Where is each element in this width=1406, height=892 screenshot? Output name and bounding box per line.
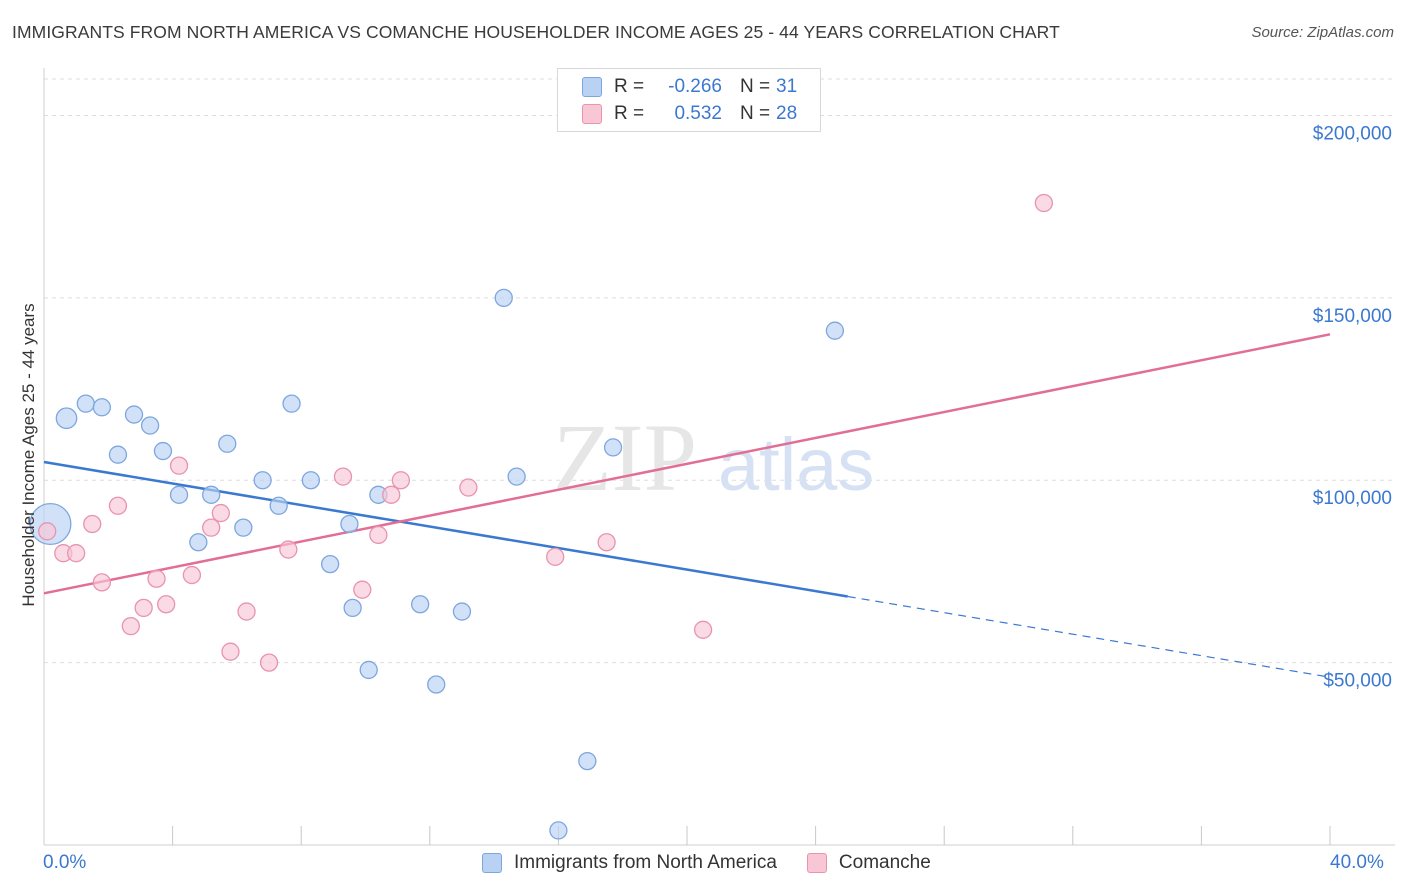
point-pink	[546, 547, 565, 566]
point-blue	[549, 821, 568, 840]
y-axis-label: Householder Income Ages 25 - 44 years	[19, 303, 38, 606]
y-tick-label: $100,000	[1313, 488, 1392, 509]
series-swatch-blue	[482, 853, 502, 873]
series-legend: Immigrants from North America Comanche	[482, 852, 961, 874]
trend-line-pink	[43, 333, 1331, 595]
point-blue	[218, 434, 237, 453]
point-blue	[320, 554, 340, 574]
point-pink	[67, 544, 86, 563]
series-legend-item-pink: Comanche	[806, 852, 931, 874]
point-blue	[301, 471, 320, 490]
y-tick-labels: $50,000 $100,000 $150,000 $200,000	[1313, 123, 1392, 691]
point-pink	[597, 533, 616, 552]
correlation-legend: R = -0.266 N = 31 R = 0.532 N = 28	[557, 68, 821, 132]
point-pink	[353, 580, 372, 599]
legend-row-pink: R = 0.532 N = 28	[582, 102, 797, 126]
point-blue	[411, 595, 430, 614]
point-blue	[253, 471, 272, 490]
watermark-atlas: atlas	[718, 423, 874, 506]
point-blue	[343, 598, 362, 618]
trend-line-blue	[43, 460, 848, 598]
legend-n-label: N =	[740, 76, 771, 97]
point-blue	[282, 394, 301, 413]
point-pink	[108, 496, 128, 515]
point-blue	[189, 533, 208, 552]
series-swatch-pink	[806, 853, 827, 873]
legend-swatch-pink	[582, 104, 602, 124]
point-blue	[124, 405, 144, 424]
points-layer	[29, 193, 1054, 840]
point-blue	[578, 751, 597, 771]
point-pink	[333, 467, 353, 486]
point-blue	[507, 467, 526, 486]
point-blue	[494, 288, 513, 308]
point-pink	[382, 485, 401, 504]
y-tick-label: $200,000	[1313, 123, 1392, 144]
point-blue	[76, 394, 95, 413]
point-pink	[279, 540, 298, 559]
y-tick-label: $150,000	[1313, 306, 1392, 327]
point-pink	[369, 525, 388, 545]
point-pink	[221, 642, 240, 661]
point-blue	[452, 602, 472, 621]
source-label: Source: ZipAtlas.com	[1251, 24, 1394, 41]
point-pink	[211, 503, 230, 523]
point-pink	[38, 522, 57, 541]
point-pink	[259, 653, 279, 672]
legend-n-value: 28	[776, 103, 798, 124]
series-name-blue: Immigrants from North America	[514, 852, 777, 873]
series-name-pink: Comanche	[838, 852, 931, 873]
point-blue	[55, 407, 78, 430]
point-pink	[147, 569, 166, 588]
point-pink	[202, 518, 221, 537]
point-pink	[121, 616, 140, 636]
chart-title: IMMIGRANTS FROM NORTH AMERICA VS COMANCH…	[12, 22, 1060, 42]
point-pink	[157, 595, 176, 614]
legend-r-value: -0.266	[668, 76, 722, 97]
point-pink	[237, 602, 256, 621]
point-blue	[603, 438, 623, 457]
point-blue	[108, 445, 128, 464]
point-pink	[134, 598, 153, 618]
legend-row-blue: R = -0.266 N = 31	[582, 75, 797, 99]
point-blue	[140, 416, 160, 435]
point-blue	[92, 398, 112, 417]
point-pink	[92, 573, 112, 592]
point-blue	[169, 485, 189, 504]
series-legend-item-blue: Immigrants from North America	[482, 852, 777, 874]
point-pink	[1034, 193, 1054, 213]
axis-layer	[43, 68, 1395, 846]
point-pink	[83, 514, 102, 534]
legend-r-label: R =	[614, 103, 645, 124]
point-pink	[693, 620, 713, 639]
point-pink	[182, 565, 202, 585]
point-pink	[459, 478, 478, 497]
point-blue	[825, 321, 845, 340]
y-tick-label: $50,000	[1323, 671, 1392, 692]
point-blue	[202, 485, 221, 504]
legend-swatch-blue	[582, 77, 602, 97]
trend-line-blue-extrapolated	[847, 595, 1331, 678]
point-blue	[153, 441, 173, 461]
point-pink	[169, 456, 189, 475]
point-blue	[427, 675, 446, 694]
point-blue	[269, 496, 288, 515]
watermark-zip: ZIP	[553, 404, 697, 511]
point-pink	[391, 471, 411, 490]
legend-n-label: N =	[740, 103, 771, 124]
point-blue	[340, 514, 359, 534]
x-tick-label-min: 0.0%	[43, 852, 87, 873]
legend-r-value: 0.532	[674, 103, 722, 124]
point-blue	[359, 660, 378, 680]
point-blue	[234, 518, 253, 537]
legend-r-label: R =	[614, 76, 645, 97]
watermark: ZIP atlas	[553, 404, 874, 511]
legend-n-value: 31	[776, 76, 798, 97]
trend-layer	[43, 333, 1331, 678]
x-tick-label-max: 40.0%	[1330, 852, 1384, 873]
